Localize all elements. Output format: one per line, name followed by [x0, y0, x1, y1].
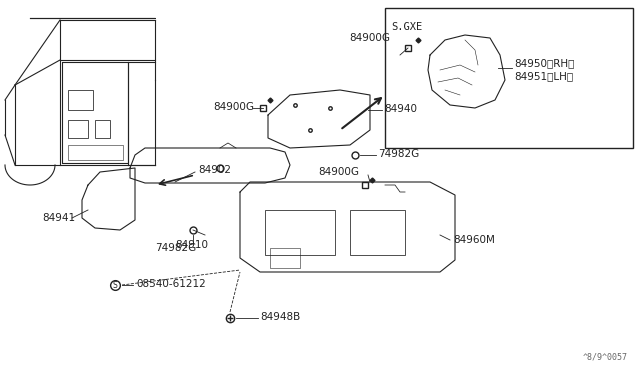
Text: 84902: 84902 — [198, 165, 231, 175]
Bar — [68, 145, 123, 160]
Text: 84900G: 84900G — [318, 167, 359, 177]
Bar — [265, 210, 335, 255]
Bar — [95, 120, 110, 138]
Bar — [270, 248, 300, 268]
Text: 84948B: 84948B — [260, 312, 300, 322]
Text: 84900G: 84900G — [213, 102, 254, 112]
Bar — [350, 210, 405, 255]
Bar — [68, 120, 88, 138]
Bar — [68, 90, 93, 110]
Text: 84951〈LH〉: 84951〈LH〉 — [514, 71, 573, 81]
Text: 84960M: 84960M — [453, 235, 495, 245]
Text: 84940: 84940 — [384, 104, 417, 114]
Text: 84900G: 84900G — [349, 33, 390, 43]
Text: 84910: 84910 — [175, 240, 208, 250]
Text: S: S — [113, 280, 117, 289]
Text: 84950〈RH〉: 84950〈RH〉 — [514, 58, 574, 68]
Bar — [385, 8, 633, 148]
Text: 74982G: 74982G — [155, 243, 196, 253]
Text: 74982G: 74982G — [378, 149, 419, 159]
Text: ^8/9^0057: ^8/9^0057 — [583, 353, 628, 362]
Text: S.GXE: S.GXE — [391, 22, 422, 32]
Text: 84941: 84941 — [42, 213, 75, 223]
Text: 08540-61212: 08540-61212 — [136, 279, 205, 289]
